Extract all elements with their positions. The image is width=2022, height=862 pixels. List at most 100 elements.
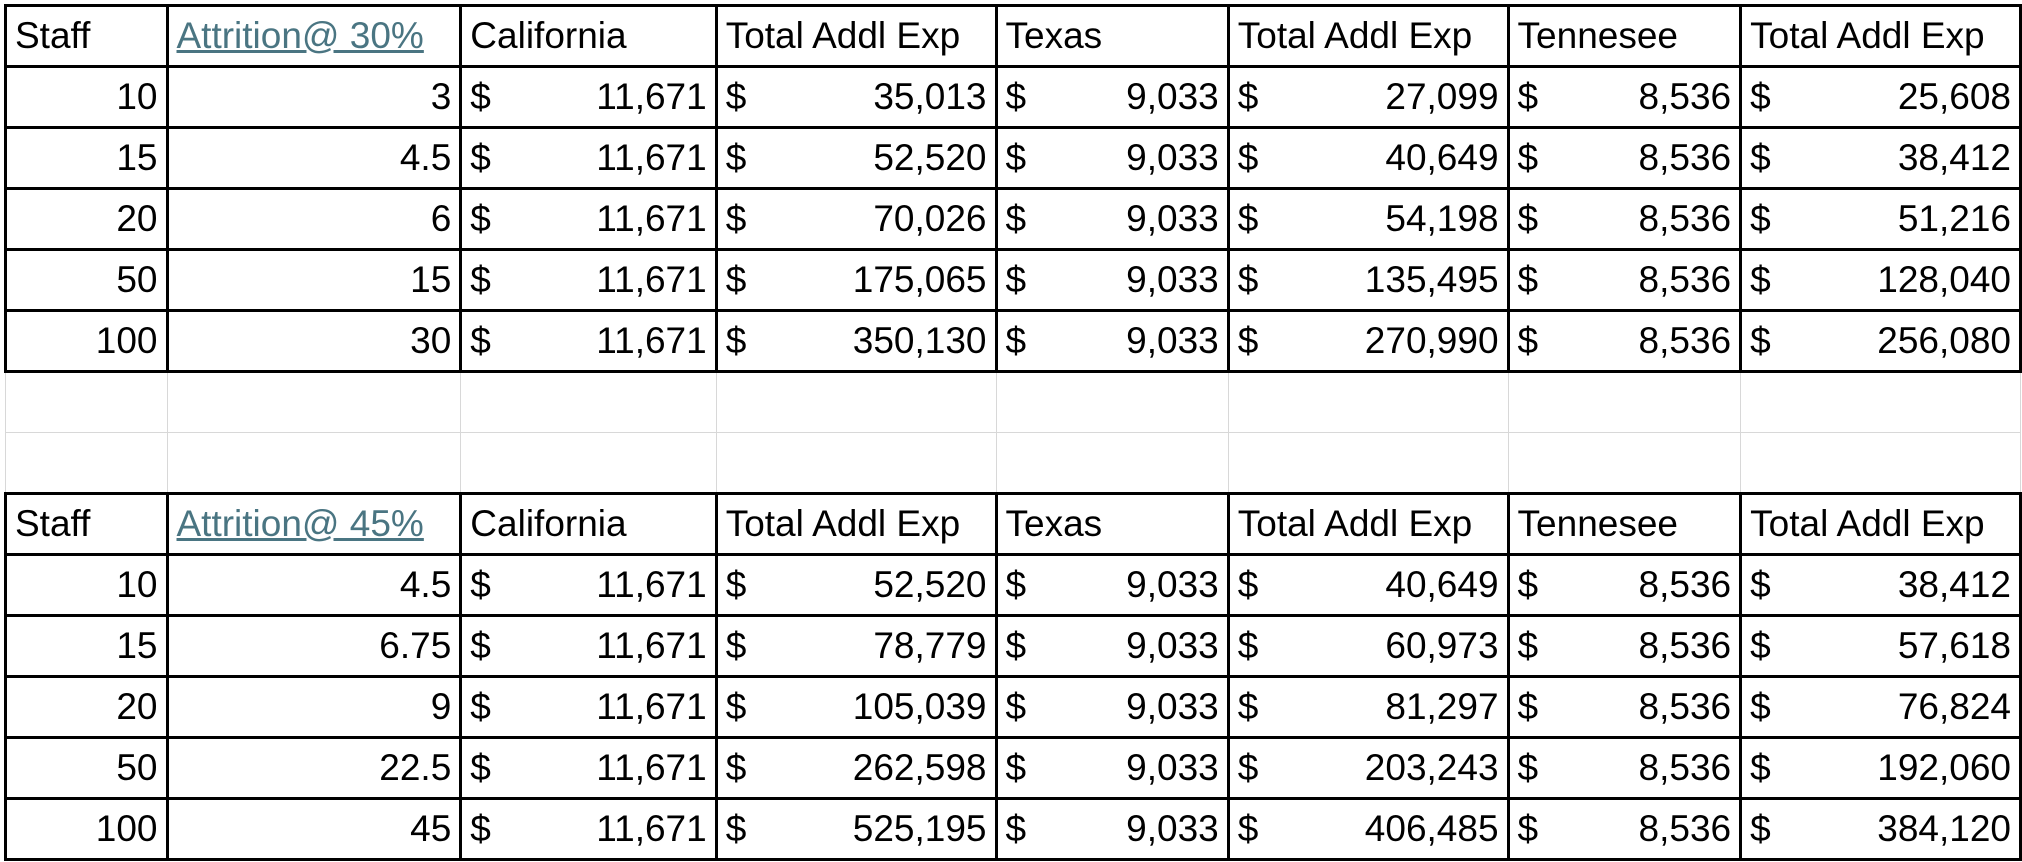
- currency-cell[interactable]: $11,671: [459, 736, 718, 800]
- attrition-cell[interactable]: 9: [165, 675, 463, 739]
- attrition-cell[interactable]: 4.5: [165, 553, 463, 617]
- empty-cell[interactable]: [166, 371, 462, 433]
- attrition-rate-link[interactable]: Attrition@ 45%: [176, 503, 424, 544]
- column-header-cell[interactable]: Tennesee: [1506, 4, 1743, 68]
- column-header-cell[interactable]: California: [459, 492, 718, 556]
- attrition-cell[interactable]: 6.75: [165, 614, 463, 678]
- column-header-cell[interactable]: Staff: [4, 4, 169, 68]
- empty-cell[interactable]: [5, 371, 168, 433]
- currency-cell[interactable]: $11,671: [459, 309, 718, 373]
- currency-cell[interactable]: $105,039: [714, 675, 998, 739]
- currency-cell[interactable]: $203,243: [1226, 736, 1510, 800]
- empty-cell[interactable]: [995, 432, 1229, 494]
- empty-cell[interactable]: [166, 432, 462, 494]
- staff-cell[interactable]: 15: [4, 614, 169, 678]
- currency-cell[interactable]: $11,671: [459, 187, 718, 251]
- currency-cell[interactable]: $9,033: [994, 126, 1230, 190]
- empty-cell[interactable]: [5, 432, 168, 494]
- staff-cell[interactable]: 15: [4, 126, 169, 190]
- currency-cell[interactable]: $40,649: [1226, 553, 1510, 617]
- currency-cell[interactable]: $81,297: [1226, 675, 1510, 739]
- currency-cell[interactable]: $35,013: [714, 65, 998, 129]
- column-header-cell[interactable]: Tennesee: [1506, 492, 1743, 556]
- staff-cell[interactable]: 20: [4, 187, 169, 251]
- currency-cell[interactable]: $8,536: [1506, 309, 1743, 373]
- empty-cell[interactable]: [1507, 371, 1742, 433]
- currency-cell[interactable]: $9,033: [994, 797, 1230, 861]
- currency-cell[interactable]: $350,130: [714, 309, 998, 373]
- currency-cell[interactable]: $270,990: [1226, 309, 1510, 373]
- currency-cell[interactable]: $128,040: [1739, 248, 2022, 312]
- staff-cell[interactable]: 20: [4, 675, 169, 739]
- currency-cell[interactable]: $8,536: [1506, 248, 1743, 312]
- currency-cell[interactable]: $9,033: [994, 736, 1230, 800]
- currency-cell[interactable]: $11,671: [459, 675, 718, 739]
- column-header-cell[interactable]: Total Addl Exp: [1739, 4, 2022, 68]
- attrition-cell[interactable]: 6: [165, 187, 463, 251]
- attrition-cell[interactable]: 30: [165, 309, 463, 373]
- staff-cell[interactable]: 50: [4, 248, 169, 312]
- currency-cell[interactable]: $25,608: [1739, 65, 2022, 129]
- currency-cell[interactable]: $406,485: [1226, 797, 1510, 861]
- column-header-cell[interactable]: Total Addl Exp: [1226, 4, 1510, 68]
- currency-cell[interactable]: $175,065: [714, 248, 998, 312]
- currency-cell[interactable]: $60,973: [1226, 614, 1510, 678]
- currency-cell[interactable]: $525,195: [714, 797, 998, 861]
- currency-cell[interactable]: $11,671: [459, 614, 718, 678]
- currency-cell[interactable]: $51,216: [1739, 187, 2022, 251]
- currency-cell[interactable]: $27,099: [1226, 65, 1510, 129]
- currency-cell[interactable]: $40,649: [1226, 126, 1510, 190]
- attrition-cell[interactable]: 45: [165, 797, 463, 861]
- currency-cell[interactable]: $8,536: [1506, 553, 1743, 617]
- currency-cell[interactable]: $78,779: [714, 614, 998, 678]
- currency-cell[interactable]: $262,598: [714, 736, 998, 800]
- currency-cell[interactable]: $11,671: [459, 797, 718, 861]
- currency-cell[interactable]: $8,536: [1506, 614, 1743, 678]
- empty-cell[interactable]: [460, 371, 717, 433]
- currency-cell[interactable]: $9,033: [994, 675, 1230, 739]
- column-header-cell[interactable]: Total Addl Exp: [714, 4, 998, 68]
- attrition-cell[interactable]: 4.5: [165, 126, 463, 190]
- currency-cell[interactable]: $54,198: [1226, 187, 1510, 251]
- currency-cell[interactable]: $9,033: [994, 553, 1230, 617]
- currency-cell[interactable]: $9,033: [994, 614, 1230, 678]
- currency-cell[interactable]: $9,033: [994, 248, 1230, 312]
- currency-cell[interactable]: $192,060: [1739, 736, 2022, 800]
- attrition-header-cell[interactable]: Attrition@ 45%: [165, 492, 463, 556]
- currency-cell[interactable]: $70,026: [714, 187, 998, 251]
- currency-cell[interactable]: $11,671: [459, 126, 718, 190]
- currency-cell[interactable]: $9,033: [994, 187, 1230, 251]
- column-header-cell[interactable]: Texas: [994, 492, 1230, 556]
- currency-cell[interactable]: $11,671: [459, 65, 718, 129]
- attrition-header-cell[interactable]: Attrition@ 30%: [165, 4, 463, 68]
- column-header-cell[interactable]: Texas: [994, 4, 1230, 68]
- currency-cell[interactable]: $11,671: [459, 248, 718, 312]
- staff-cell[interactable]: 100: [4, 309, 169, 373]
- attrition-cell[interactable]: 22.5: [165, 736, 463, 800]
- attrition-rate-link[interactable]: Attrition@ 30%: [176, 15, 424, 56]
- empty-cell[interactable]: [715, 371, 997, 433]
- currency-cell[interactable]: $38,412: [1739, 553, 2022, 617]
- currency-cell[interactable]: $9,033: [994, 65, 1230, 129]
- currency-cell[interactable]: $8,536: [1506, 736, 1743, 800]
- staff-cell[interactable]: 10: [4, 553, 169, 617]
- currency-cell[interactable]: $9,033: [994, 309, 1230, 373]
- currency-cell[interactable]: $8,536: [1506, 65, 1743, 129]
- empty-cell[interactable]: [460, 432, 717, 494]
- empty-cell[interactable]: [1227, 432, 1509, 494]
- currency-cell[interactable]: $38,412: [1739, 126, 2022, 190]
- currency-cell[interactable]: $11,671: [459, 553, 718, 617]
- staff-cell[interactable]: 100: [4, 797, 169, 861]
- currency-cell[interactable]: $8,536: [1506, 187, 1743, 251]
- column-header-cell[interactable]: California: [459, 4, 718, 68]
- currency-cell[interactable]: $8,536: [1506, 126, 1743, 190]
- column-header-cell[interactable]: Total Addl Exp: [1226, 492, 1510, 556]
- empty-cell[interactable]: [1740, 371, 2021, 433]
- staff-cell[interactable]: 10: [4, 65, 169, 129]
- attrition-cell[interactable]: 15: [165, 248, 463, 312]
- currency-cell[interactable]: $57,618: [1739, 614, 2022, 678]
- currency-cell[interactable]: $135,495: [1226, 248, 1510, 312]
- empty-cell[interactable]: [1227, 371, 1509, 433]
- currency-cell[interactable]: $52,520: [714, 553, 998, 617]
- currency-cell[interactable]: $384,120: [1739, 797, 2022, 861]
